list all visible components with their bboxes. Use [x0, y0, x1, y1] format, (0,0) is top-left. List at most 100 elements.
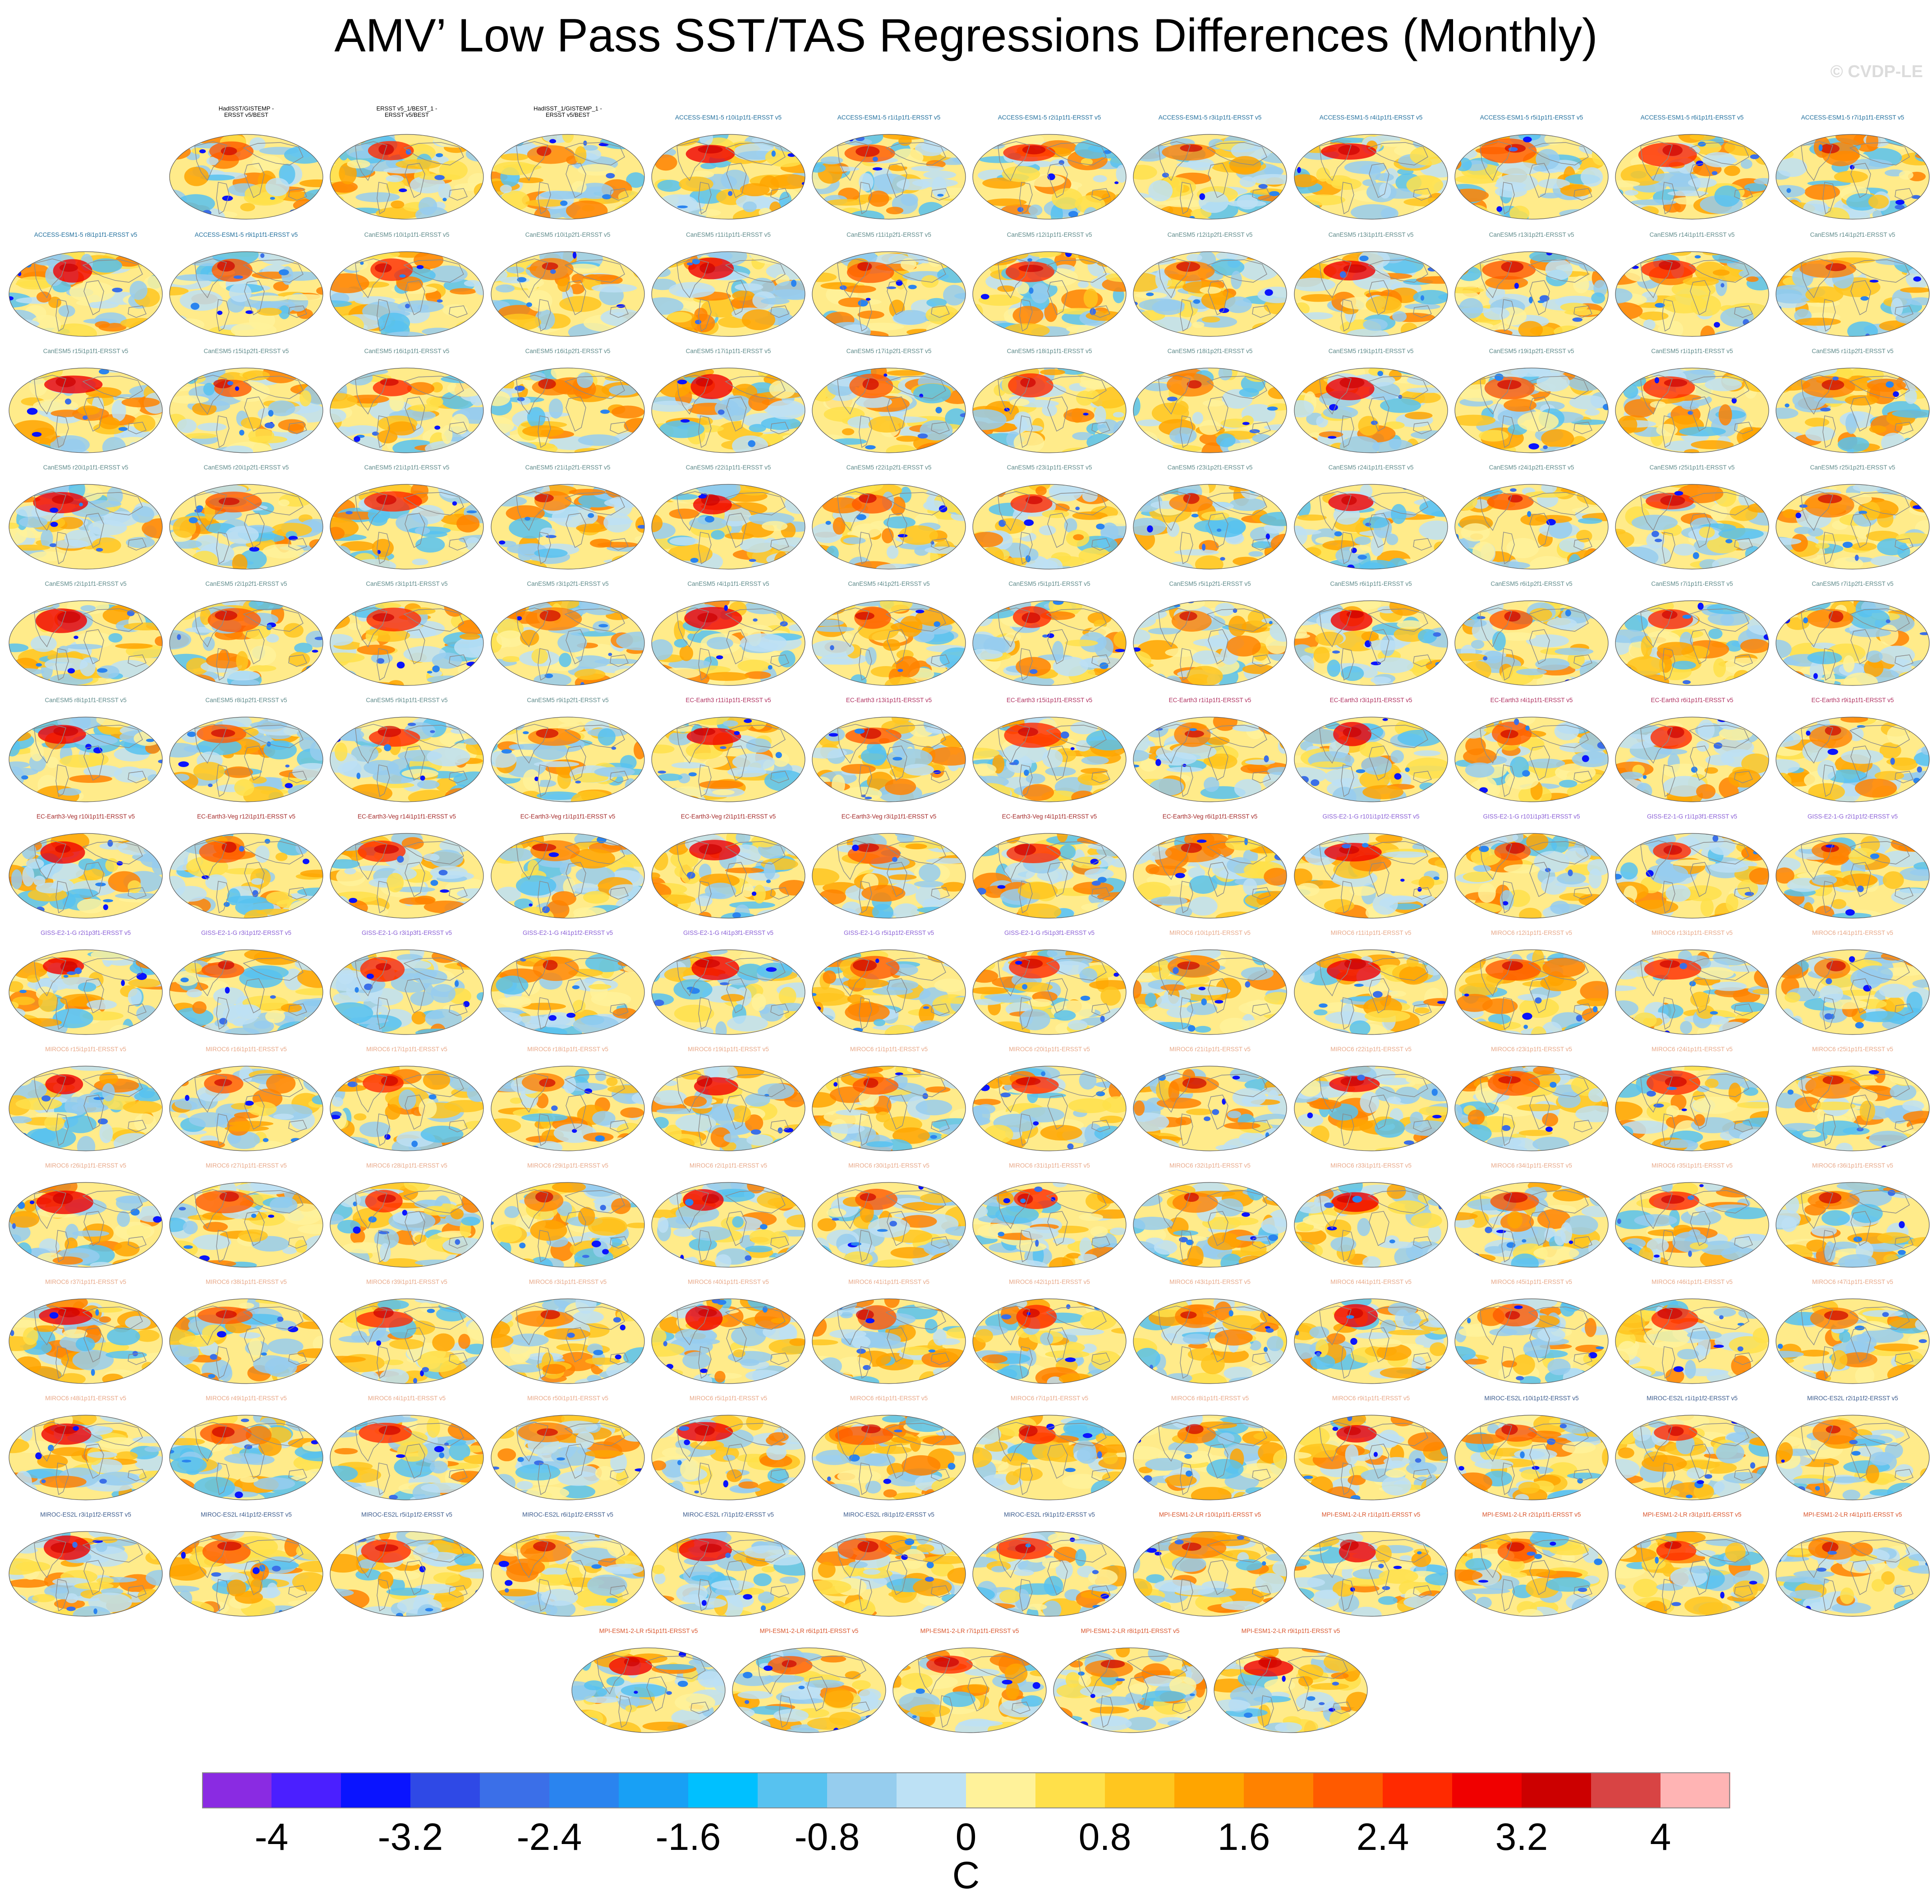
panel-label: MPI-ESM1-2-LR r6i1p1f1-ERSST v5 [759, 1628, 859, 1634]
colorbar-segment [202, 1772, 272, 1808]
map-panel: CanESM5 r1i1p2f1-ERSST v5 [1774, 342, 1931, 453]
map-panel: EC-Earth3 r1i1p1f1-ERSST v5 [1132, 691, 1288, 802]
panel-label: MIROC6 r2i1p1f1-ERSST v5 [689, 1162, 768, 1169]
global-map-icon [1776, 1066, 1930, 1151]
panel-label: EC-Earth3 r3i1p1f1-ERSST v5 [1329, 697, 1412, 704]
global-map-icon [1133, 1066, 1287, 1151]
map-panel: EC-Earth3-Veg r12i1p1f1-ERSST v5 [168, 807, 325, 919]
map-panel: MPI-ESM1-2-LR r8i1p1f1-ERSST v5 [1052, 1622, 1209, 1733]
map-panel: EC-Earth3-Veg r2i1p1f1-ERSST v5 [650, 807, 807, 919]
map-panel: MIROC6 r2i1p1f1-ERSST v5 [650, 1156, 807, 1268]
map-panel: ACCESS-ESM1-5 r3i1p1f1-ERSST v5 [1132, 108, 1288, 220]
map-panel: EC-Earth3-Veg r6i1p1f1-ERSST v5 [1132, 807, 1288, 919]
global-map-icon [1454, 134, 1609, 220]
global-map-icon [1776, 484, 1930, 570]
global-map-icon [1776, 833, 1930, 919]
global-map-icon [1615, 368, 1769, 453]
map-panel: CanESM5 r11i1p2f1-ERSST v5 [810, 225, 967, 337]
panel-label: MIROC6 r50i1p1f1-ERSST v5 [527, 1395, 608, 1402]
panel-label: ACCESS-ESM1-5 r6i1p1f1-ERSST v5 [1640, 114, 1744, 121]
panel-label: CanESM5 r14i1p2f1-ERSST v5 [1810, 231, 1895, 238]
global-map-icon [1615, 833, 1769, 919]
panel-label: GISS-E2-1-G r4i1p1f2-ERSST v5 [522, 929, 613, 936]
global-map-icon [1294, 251, 1448, 337]
global-map-icon [812, 1298, 966, 1384]
map-panel: MIROC6 r28i1p1f1-ERSST v5 [328, 1156, 485, 1268]
map-panel: GISS-E2-1-G r5i1p3f1-ERSST v5 [971, 924, 1128, 1035]
map-panel: GISS-E2-1-G r3i1p1f2-ERSST v5 [168, 924, 325, 1035]
panel-label: CanESM5 r21i1p2f1-ERSST v5 [525, 464, 611, 471]
global-map-icon [972, 1415, 1127, 1500]
global-map-icon [9, 1415, 163, 1500]
colorbar-tick-label: 2.4 [1356, 1816, 1409, 1858]
map-panel: MPI-ESM1-2-LR r10i1p1f1-ERSST v5 [1132, 1505, 1288, 1617]
global-map-icon [972, 833, 1127, 919]
panel-label: ACCESS-ESM1-5 r9i1p1f1-ERSST v5 [194, 231, 298, 238]
panel-label: GISS-E2-1-G r1i1p3f1-ERSST v5 [1647, 813, 1738, 820]
panel-label: ACCESS-ESM1-5 r3i1p1f1-ERSST v5 [1158, 114, 1262, 121]
panel-label: MIROC6 r10i1p1f1-ERSST v5 [1169, 929, 1251, 936]
panel-label: MIROC6 r40i1p1f1-ERSST v5 [688, 1279, 769, 1285]
colorbar-segment [1313, 1772, 1383, 1808]
map-panel: CanESM5 r18i1p2f1-ERSST v5 [1132, 342, 1288, 453]
panel-label: CanESM5 r11i1p2f1-ERSST v5 [846, 231, 931, 238]
panel-label: MPI-ESM1-2-LR r1i1p1f1-ERSST v5 [1321, 1511, 1421, 1518]
map-panel: MIROC6 r31i1p1f1-ERSST v5 [971, 1156, 1128, 1268]
map-panel: CanESM5 r12i1p2f1-ERSST v5 [1132, 225, 1288, 337]
map-panel: CanESM5 r25i1p2f1-ERSST v5 [1774, 458, 1931, 570]
panel-label: MIROC6 r19i1p1f1-ERSST v5 [688, 1046, 769, 1053]
global-map-icon [1133, 1182, 1287, 1268]
global-map-icon [1294, 717, 1448, 802]
panel-label: CanESM5 r2i1p2f1-ERSST v5 [205, 580, 287, 587]
map-panel: GISS-E2-1-G r5i1p1f2-ERSST v5 [810, 924, 967, 1035]
map-panel: EC-Earth3 r6i1p1f1-ERSST v5 [1614, 691, 1771, 802]
global-map-icon [9, 600, 163, 686]
global-map-icon [972, 251, 1127, 337]
panel-label: HadISST_1/GISTEMP_1 - ERSST v5/BEST [534, 105, 602, 118]
global-map-icon [169, 134, 323, 220]
colorbar-tick-label: -3.2 [377, 1816, 443, 1858]
panel-label: MIROC-ES2L r8i1p1f2-ERSST v5 [843, 1511, 934, 1518]
global-map-icon [9, 1066, 163, 1151]
panel-label: EC-Earth3-Veg r2i1p1f1-ERSST v5 [681, 813, 776, 820]
colorbar-unit: C [952, 1854, 980, 1896]
colorbar-tick-label: 4 [1650, 1816, 1671, 1858]
panel-label: ACCESS-ESM1-5 r1i1p1f1-ERSST v5 [837, 114, 941, 121]
map-panel: MIROC6 r21i1p1f1-ERSST v5 [1132, 1040, 1288, 1151]
global-map-icon [972, 1066, 1127, 1151]
global-map-icon [491, 134, 645, 220]
map-panel: MIROC6 r26i1p1f1-ERSST v5 [7, 1156, 164, 1268]
panel-label: MIROC6 r43i1p1f1-ERSST v5 [1169, 1279, 1251, 1285]
map-panel: GISS-E2-1-G r101i1p3f1-ERSST v5 [1453, 807, 1610, 919]
map-panel: HadISST/GISTEMP - ERSST v5/BEST [168, 106, 325, 220]
colorbar-segment [619, 1772, 689, 1808]
map-panel: CanESM5 r22i1p2f1-ERSST v5 [810, 458, 967, 570]
colorbar-tick-label: -1.6 [655, 1816, 721, 1858]
global-map-icon [1615, 1298, 1769, 1384]
panel-label: MIROC6 r8i1p1f1-ERSST v5 [1171, 1395, 1249, 1402]
global-map-icon [1615, 949, 1769, 1035]
map-panel: CanESM5 r7i1p1f1-ERSST v5 [1614, 575, 1771, 686]
map-panel: GISS-E2-1-G r101i1p1f2-ERSST v5 [1293, 807, 1449, 919]
colorbar-segment [1035, 1772, 1105, 1808]
map-panel: MPI-ESM1-2-LR r7i1p1f1-ERSST v5 [891, 1622, 1048, 1733]
panel-label: CanESM5 r19i1p2f1-ERSST v5 [1489, 348, 1574, 354]
panel-label: EC-Earth3 r11i1p1f1-ERSST v5 [685, 697, 771, 704]
panel-label: MIROC-ES2L r9i1p1f2-ERSST v5 [1004, 1511, 1095, 1518]
map-panel: MPI-ESM1-2-LR r9i1p1f1-ERSST v5 [1212, 1622, 1369, 1733]
global-map-icon [491, 251, 645, 337]
map-panel: CanESM5 r18i1p1f1-ERSST v5 [971, 342, 1128, 453]
panel-label: MIROC-ES2L r2i1p1f2-ERSST v5 [1807, 1395, 1898, 1402]
map-panel: MIROC6 r33i1p1f1-ERSST v5 [1293, 1156, 1449, 1268]
map-panel: CanESM5 r4i1p1f1-ERSST v5 [650, 575, 807, 686]
global-map-icon [1294, 600, 1448, 686]
panel-label: MIROC6 r15i1p1f1-ERSST v5 [45, 1046, 126, 1053]
global-map-icon [1454, 1415, 1609, 1500]
panel-label: EC-Earth3-Veg r3i1p1f1-ERSST v5 [841, 813, 937, 820]
global-map-icon [491, 1066, 645, 1151]
map-panel: MIROC6 r13i1p1f1-ERSST v5 [1614, 924, 1771, 1035]
global-map-icon [972, 484, 1127, 570]
panel-label: MIROC6 r24i1p1f1-ERSST v5 [1651, 1046, 1733, 1053]
global-map-icon [491, 1531, 645, 1617]
global-map-icon [812, 1531, 966, 1617]
